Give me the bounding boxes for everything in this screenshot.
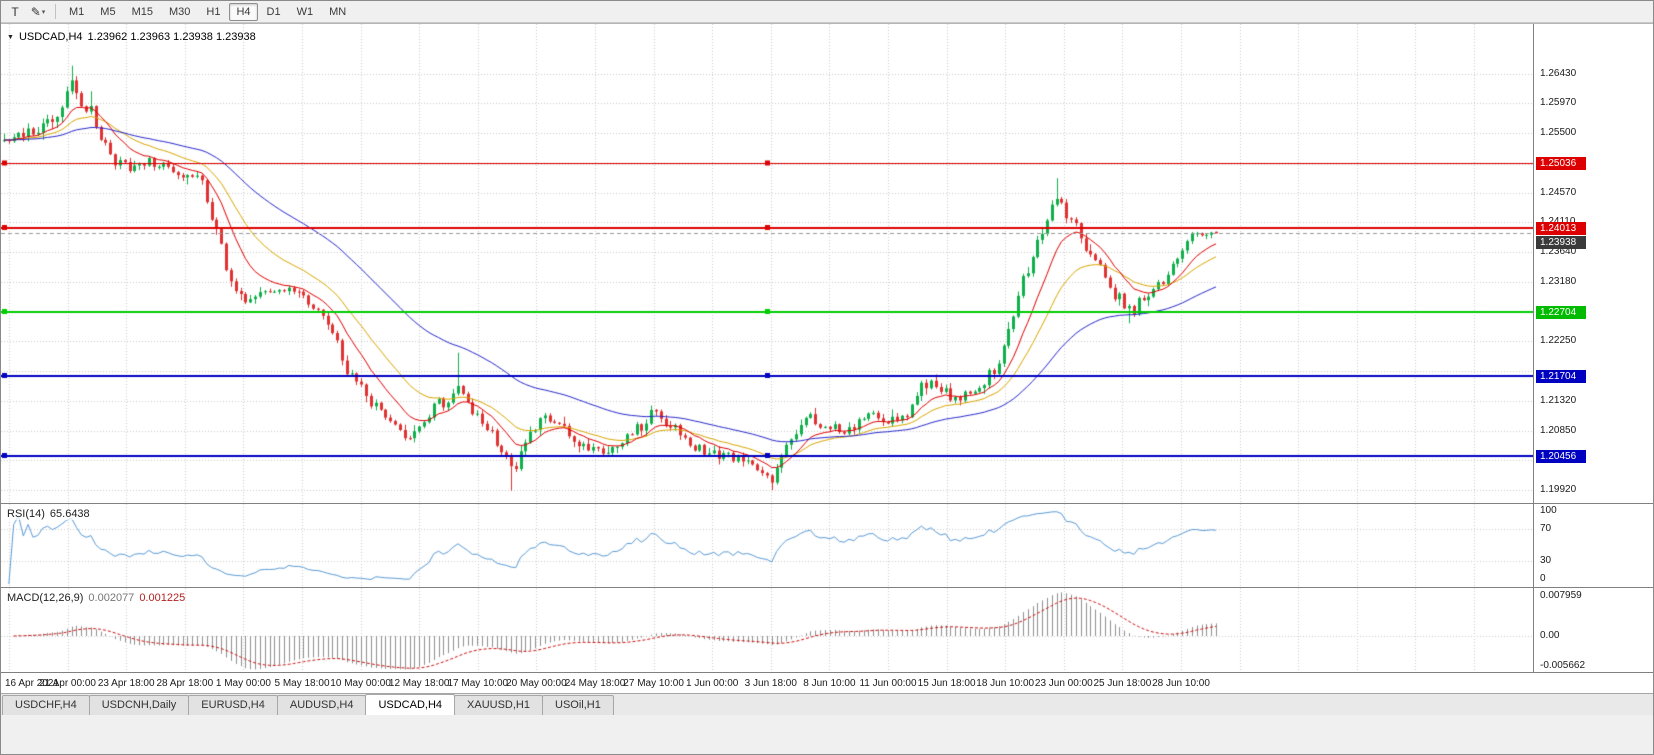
timeframe-button-m5[interactable]: M5: [100, 5, 116, 18]
price-scale-label: 1.23180: [1540, 275, 1577, 287]
chevron-down-icon: ▾: [41, 8, 46, 16]
price-chart-canvas[interactable]: [1, 24, 1533, 672]
time-axis-label: 28 Apr 18:00: [156, 678, 214, 689]
rsi-name: RSI(14): [7, 508, 45, 520]
time-axis-label: 3 Jun 18:00: [744, 678, 797, 689]
time-axis-label: 5 May 18:00: [274, 678, 330, 689]
macd-name: MACD(12,26,9): [7, 592, 84, 604]
time-axis-label: 15 Jun 18:00: [917, 678, 976, 689]
time-axis-label: 10 May 00:00: [330, 678, 391, 689]
toolbar-separator: [55, 4, 56, 19]
rsi-value: 65.6438: [49, 508, 90, 520]
timeframe-button-d1[interactable]: D1: [266, 5, 281, 18]
price-scale-label: 1.20850: [1540, 424, 1577, 436]
time-axis-label: 1 May 00:00: [215, 678, 271, 689]
time-axis-label: 23 Jun 00:00: [1034, 678, 1093, 689]
collapse-chart-icon[interactable]: ▼: [7, 33, 14, 41]
price-badge: 1.22704: [1536, 306, 1586, 320]
drawing-tool-icon[interactable]: ✎ ▾: [27, 3, 49, 21]
chart-tab-usoil-h1[interactable]: USOil,H1: [542, 695, 614, 715]
macd-scale-label: -0.005662: [1540, 660, 1586, 671]
timeframe-button-m30[interactable]: M30: [168, 5, 191, 18]
rsi-scale-label: 100: [1540, 505, 1557, 516]
price-scale-label: 1.24110: [1540, 216, 1575, 227]
price-badge: 1.25036: [1536, 157, 1586, 171]
timeframe-button-m15[interactable]: M15: [131, 5, 153, 18]
timeframe-button-group: M1 M5 M15 M30 H1 H4 D1 W1 MN: [61, 2, 354, 21]
price-scale-label: 1.23640: [1540, 246, 1577, 258]
price-scale-label: 1.26430: [1540, 68, 1577, 80]
pencil-icon: ✎: [30, 4, 41, 19]
price-scale-label: 1.21320: [1540, 394, 1577, 406]
chart-tab-xauusd-h1[interactable]: XAUUSD,H1: [454, 695, 543, 715]
symbol-timeframe-label: USDCAD,H4: [18, 31, 83, 43]
price-scale-label: 1.25500: [1540, 127, 1577, 139]
macd-scale-label: 0.007959: [1540, 590, 1582, 601]
macd-signal-value: 0.001225: [139, 592, 186, 604]
time-axis-label: 24 May 18:00: [564, 678, 626, 689]
time-axis-label: 25 Jun 18:00: [1093, 678, 1152, 689]
time-axis-label: 27 May 10:00: [623, 678, 684, 689]
timeframe-button-h4[interactable]: H4: [229, 2, 258, 21]
rsi-scale-label: 30: [1540, 554, 1552, 566]
rsi-scale-label: 70: [1540, 523, 1552, 535]
time-axis-label: 12 May 18:00: [388, 678, 450, 689]
text-tool-icon[interactable]: T: [4, 3, 26, 21]
panel-separator-rsi[interactable]: [1, 503, 1653, 504]
panel-separator-macd[interactable]: [1, 587, 1653, 588]
chart-tab-audusd-h4[interactable]: AUDUSD,H4: [276, 695, 367, 715]
bottom-filler: [1, 715, 1653, 754]
price-scale[interactable]: 1.26430 1.25970 1.25500 1.24570 1.24110 1.236…: [1533, 24, 1653, 672]
time-axis-label: 11 Jun 00:00: [859, 678, 917, 689]
time-axis-label: 16 Apr 2021: [5, 678, 59, 689]
price-badge: 1.21704: [1536, 370, 1586, 384]
chart-tabs: USDCHF,H4 USDCNH,Daily EURUSD,H4 AUDUSD,H4 U…: [1, 693, 1653, 715]
macd-main-value: 0.002077: [88, 592, 135, 604]
macd-indicator-label: MACD(12,26,9) 0.002077 0.001225: [7, 592, 186, 604]
ohlc-values: 1.23962 1.23963 1.23938 1.23938: [87, 31, 256, 43]
rsi-scale-label: 0: [1540, 573, 1546, 584]
price-scale-label: 1.25970: [1540, 97, 1577, 109]
price-badge: 1.20456: [1536, 449, 1586, 463]
price-badge: 1.24013: [1536, 222, 1586, 236]
timeframe-button-mn[interactable]: MN: [329, 5, 347, 18]
macd-scale-label: 0.00: [1540, 630, 1560, 641]
time-axis-label: 18 Jun 10:00: [976, 678, 1035, 689]
chart-tab-eurusd-h4[interactable]: EURUSD,H4: [188, 695, 278, 715]
time-axis-label: 28 Jun 10:00: [1152, 678, 1210, 689]
time-axis-label: 8 Jun 10:00: [803, 678, 856, 689]
text-tool-glyph: T: [11, 4, 19, 19]
time-axis[interactable]: 16 Apr 2021 21 Apr 00:00 23 Apr 18:00 28 Ap…: [1, 672, 1653, 694]
price-scale-label: 1.19920: [1540, 484, 1577, 496]
price-badge: 1.23938: [1536, 236, 1586, 250]
time-axis-label: 20 May 00:00: [506, 678, 567, 689]
timeframe-button-h1[interactable]: H1: [206, 5, 221, 18]
price-scale-label: 1.22250: [1540, 335, 1577, 347]
time-axis-label: 1 Jun 00:00: [686, 678, 739, 689]
timeframe-button-w1[interactable]: W1: [296, 5, 314, 18]
chart-title: ▼ USDCAD,H4 1.23962 1.23963 1.23938 1.23…: [7, 31, 256, 43]
time-axis-label: 21 Apr 00:00: [39, 678, 96, 689]
rsi-indicator-label: RSI(14) 65.6438: [7, 508, 90, 520]
timeframe-button-m1[interactable]: M1: [69, 5, 85, 18]
time-axis-label: 17 May 10:00: [447, 678, 509, 689]
time-axis-label: 23 Apr 18:00: [97, 678, 155, 689]
price-scale-label: 1.24570: [1540, 186, 1577, 198]
chart-tab-usdchf-h4[interactable]: USDCHF,H4: [2, 695, 90, 715]
chart-window: ▼ USDCAD,H4 1.23962 1.23963 1.23938 1.23…: [1, 23, 1653, 694]
toolbar: T ✎ ▾ M1 M5 M15 M30 H1 H4 D1 W1 MN: [1, 1, 1653, 23]
chart-tab-usdcnh-daily[interactable]: USDCNH,Daily: [88, 695, 190, 715]
chart-tab-usdcad-h4[interactable]: USDCAD,H4: [365, 694, 456, 715]
